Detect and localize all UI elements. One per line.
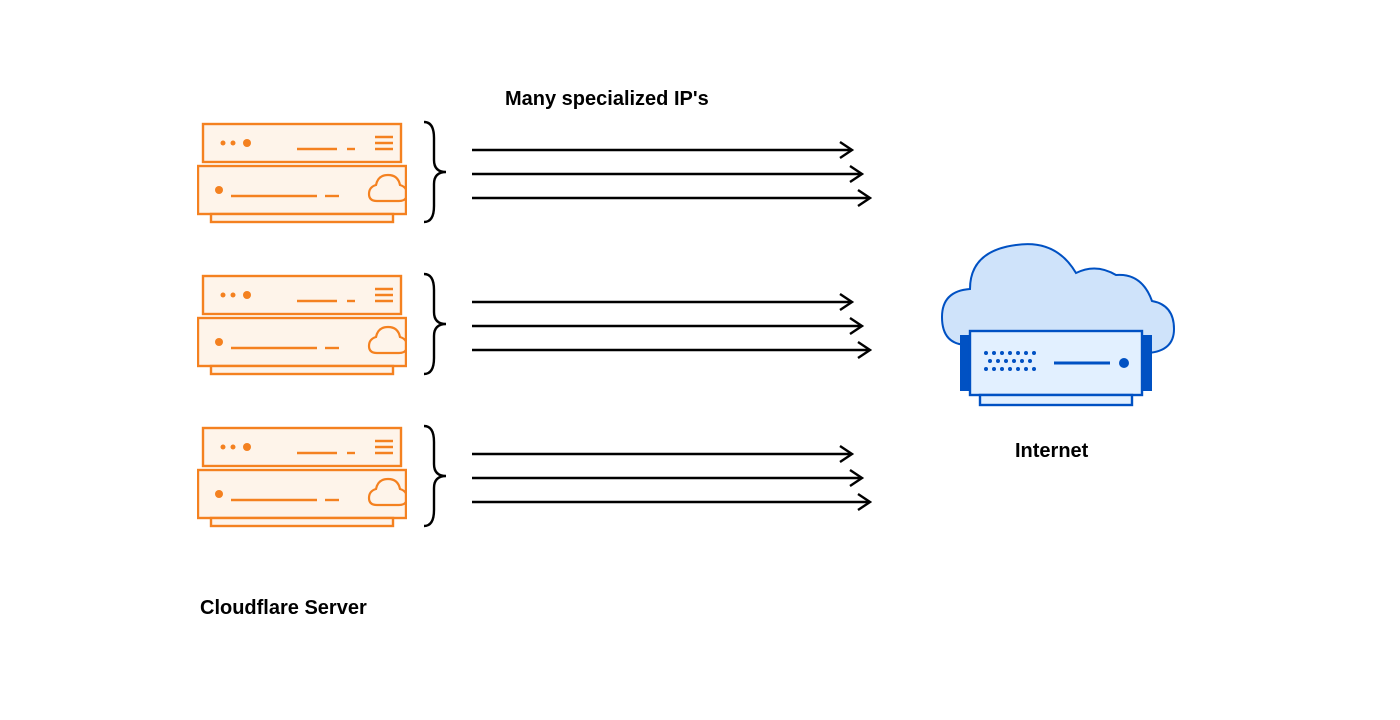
brace-icon (420, 424, 450, 528)
arrow-group-3 (472, 444, 872, 519)
brace-icon (420, 120, 450, 224)
arrow-group-2 (472, 292, 872, 367)
server-stack-3 (197, 426, 407, 533)
server-stack-2 (197, 274, 407, 381)
top-label: Many specialized IP's (505, 88, 709, 111)
arrows-icon (472, 444, 872, 514)
server-stack-1 (197, 122, 407, 229)
arrows-icon (472, 140, 872, 210)
brace-2 (420, 272, 450, 381)
internet-node (920, 225, 1190, 430)
server-icon (197, 122, 407, 224)
server-icon (197, 274, 407, 376)
server-icon (197, 426, 407, 528)
diagram-container: Many specialized IP's (0, 0, 1400, 720)
arrow-group-1 (472, 140, 872, 215)
right-label: Internet (1015, 440, 1088, 463)
internet-icon (920, 225, 1190, 425)
brace-3 (420, 424, 450, 533)
brace-icon (420, 272, 450, 376)
brace-1 (420, 120, 450, 229)
bottom-left-label: Cloudflare Server (200, 597, 367, 620)
arrows-icon (472, 292, 872, 362)
